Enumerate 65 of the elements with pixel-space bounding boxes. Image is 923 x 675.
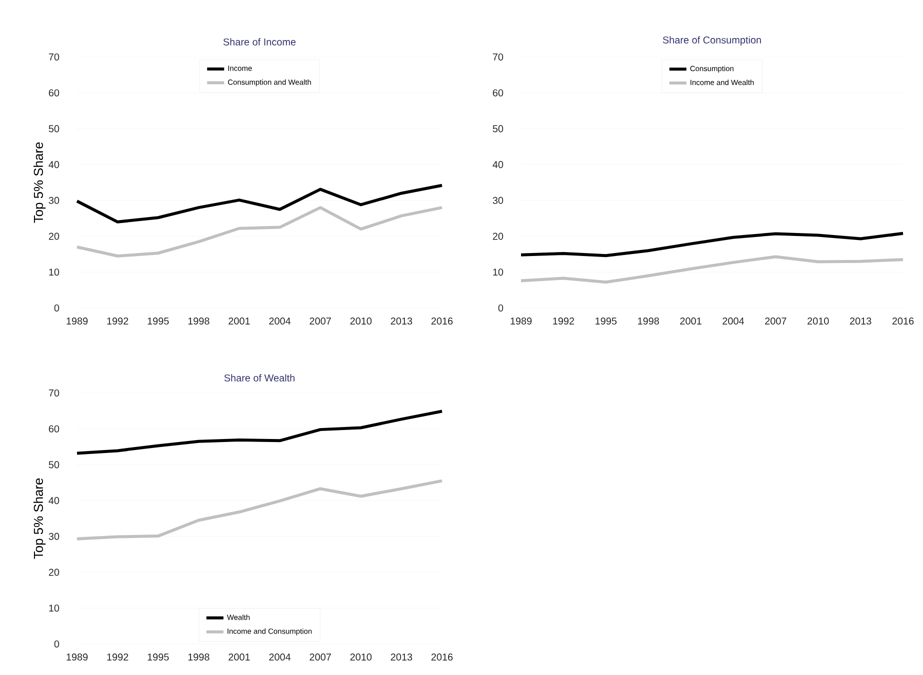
line-series <box>76 206 444 258</box>
y-tick-label: 10 <box>49 604 60 612</box>
y-tick-label: 50 <box>48 461 60 468</box>
x-tick-label: 2010 <box>350 318 372 325</box>
y-tick-label: 0 <box>54 304 60 312</box>
y-tick-label: 30 <box>48 532 60 540</box>
x-tick-label: 1989 <box>66 654 88 661</box>
x-tick-label: 2016 <box>431 654 453 661</box>
y-tick-label: 50 <box>492 125 504 132</box>
y-tick-label: 70 <box>48 389 60 397</box>
y-tick-label: 10 <box>493 268 504 276</box>
x-tick-label: 1992 <box>107 654 128 661</box>
x-tick-label: 2013 <box>390 654 412 661</box>
x-tick-label: 2016 <box>431 318 453 325</box>
y-tick-label: 30 <box>492 196 504 204</box>
x-tick-label: 2013 <box>850 318 872 325</box>
chart-title: Share of Consumption <box>662 36 761 46</box>
y-tick-label: 40 <box>492 161 504 168</box>
x-tick-label: 1992 <box>553 318 574 325</box>
y-tick-label: 60 <box>492 89 504 96</box>
y-tick-label: 60 <box>48 89 60 96</box>
y-tick-label: 0 <box>54 640 60 648</box>
x-tick-label: 2016 <box>892 318 914 325</box>
x-tick-label: 1995 <box>596 318 617 325</box>
chart-title: Share of Income <box>223 38 296 46</box>
x-tick-label: 2007 <box>310 318 331 325</box>
y-tick-label: 60 <box>48 425 60 432</box>
x-tick-label: 1989 <box>66 318 88 325</box>
y-tick-label: 20 <box>48 568 60 576</box>
x-tick-label: 1995 <box>148 654 169 661</box>
x-tick-label: 2004 <box>722 318 744 325</box>
line-series <box>76 479 444 540</box>
x-tick-label: 2004 <box>269 654 291 661</box>
x-tick-label: 1998 <box>188 318 210 325</box>
x-tick-label: 2007 <box>310 654 331 661</box>
x-tick-label: 2013 <box>390 318 412 325</box>
x-tick-label: 1995 <box>148 318 169 325</box>
chart-title: Share of Wealth <box>224 374 294 382</box>
y-tick-label: 40 <box>48 161 60 168</box>
y-tick-label: 20 <box>492 232 504 240</box>
y-tick-label: 10 <box>49 268 60 276</box>
x-tick-label: 2010 <box>350 654 372 661</box>
y-tick-label: 20 <box>48 232 60 240</box>
x-tick-label: 2001 <box>680 318 702 325</box>
y-tick-label: 70 <box>492 53 504 61</box>
line-series <box>520 255 905 284</box>
x-tick-label: 1992 <box>107 318 128 325</box>
x-tick-label: 1998 <box>188 654 210 661</box>
y-axis-title: Top 5% Share <box>33 142 46 223</box>
x-tick-label: 2004 <box>269 318 291 325</box>
x-tick-label: 2001 <box>228 654 250 661</box>
line-series <box>520 232 905 258</box>
line-series <box>76 184 444 224</box>
y-axis-title: Top 5% Share <box>33 478 46 559</box>
x-tick-label: 1998 <box>638 318 659 325</box>
y-tick-label: 50 <box>48 125 60 132</box>
y-tick-label: 40 <box>48 497 60 504</box>
x-tick-label: 2007 <box>765 318 786 325</box>
x-tick-label: 2001 <box>228 318 250 325</box>
y-tick-label: 30 <box>48 196 60 204</box>
y-tick-label: 70 <box>48 53 60 61</box>
y-tick-label: 0 <box>498 304 504 312</box>
line-series <box>76 410 444 455</box>
x-tick-label: 2010 <box>808 318 829 325</box>
x-tick-label: 1989 <box>510 318 532 325</box>
